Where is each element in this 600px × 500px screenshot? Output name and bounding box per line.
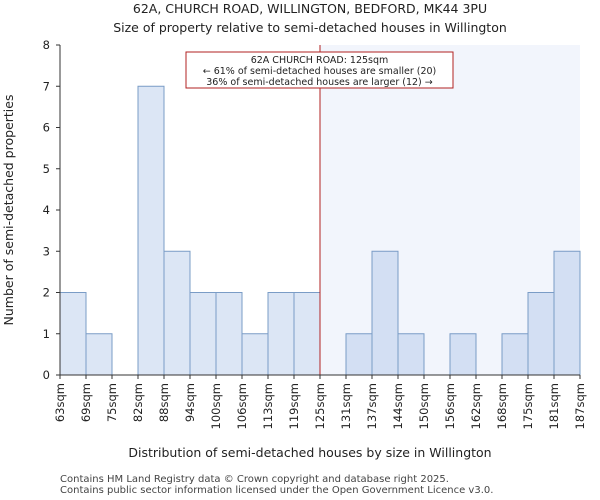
x-tick-label-187sqm: 187sqm (573, 383, 587, 429)
footer-copyright: Contains HM Land Registry data © Crown c… (60, 474, 449, 485)
bar-168sqm (501, 333, 529, 376)
bar-119sqm (293, 292, 321, 376)
x-tick-label-63sqm: 63sqm (53, 383, 67, 422)
x-tick-label-106sqm: 106sqm (235, 383, 249, 429)
footer-licence: Contains public sector information licen… (60, 485, 494, 496)
y-tick-label: 1 (43, 327, 50, 341)
x-tick-label-94sqm: 94sqm (183, 383, 197, 422)
x-tick-label-137sqm: 137sqm (365, 383, 379, 429)
y-tick-label: 0 (43, 368, 50, 382)
y-tick-label: 3 (43, 244, 50, 258)
x-tick-label-144sqm: 144sqm (391, 383, 405, 429)
bar-106sqm (241, 333, 269, 376)
x-tick-label-69sqm: 69sqm (79, 383, 93, 422)
annotation-line-1: 62A CHURCH ROAD: 125sqm (251, 55, 389, 66)
x-tick-label-131sqm: 131sqm (339, 383, 353, 429)
bar-131sqm (345, 333, 373, 376)
annotation-line-2: ← 61% of semi-detached houses are smalle… (203, 66, 437, 77)
x-tick-label-168sqm: 168sqm (495, 383, 509, 429)
x-tick-label-175sqm: 175sqm (521, 383, 535, 429)
bar-100sqm (215, 292, 243, 376)
annotation-line-3: 36% of semi-detached houses are larger (… (206, 77, 433, 88)
bar-144sqm (397, 333, 425, 376)
bar-94sqm (189, 292, 217, 376)
bar-156sqm (449, 333, 477, 376)
x-tick-label-100sqm: 100sqm (209, 383, 223, 429)
x-tick-label-125sqm: 125sqm (313, 383, 327, 429)
y-axis-label: Number of semi-detached properties (1, 95, 16, 326)
chart-title: 62A, CHURCH ROAD, WILLINGTON, BEDFORD, M… (133, 1, 487, 16)
y-tick-label: 6 (43, 121, 50, 135)
x-tick-label-181sqm: 181sqm (547, 383, 561, 429)
bar-181sqm (553, 250, 581, 376)
y-tick-label: 8 (43, 38, 50, 52)
y-tick-label: 5 (43, 162, 50, 176)
y-tick-label: 2 (43, 286, 50, 300)
x-axis-label: Distribution of semi-detached houses by … (128, 445, 491, 460)
annotation-box: 62A CHURCH ROAD: 125sqm ← 61% of semi-de… (185, 51, 454, 89)
bar-63sqm (59, 292, 87, 376)
x-tick-label-88sqm: 88sqm (157, 383, 171, 422)
x-tick-label-75sqm: 75sqm (105, 383, 119, 422)
bar-88sqm (163, 250, 191, 376)
x-tick-label-119sqm: 119sqm (287, 383, 301, 429)
y-tick-label: 7 (43, 79, 50, 93)
y-tick-label: 4 (43, 203, 50, 217)
bar-175sqm (527, 292, 555, 376)
bar-82sqm (137, 85, 165, 376)
x-tick-label-150sqm: 150sqm (417, 383, 431, 429)
bar-113sqm (267, 292, 295, 376)
x-tick-label-82sqm: 82sqm (131, 383, 145, 422)
chart-subtitle: Size of property relative to semi-detach… (113, 20, 507, 35)
x-tick-label-113sqm: 113sqm (261, 383, 275, 429)
x-tick-label-162sqm: 162sqm (469, 383, 483, 429)
x-tick-label-156sqm: 156sqm (443, 383, 457, 429)
bar-69sqm (85, 333, 113, 376)
bar-137sqm (371, 250, 399, 376)
